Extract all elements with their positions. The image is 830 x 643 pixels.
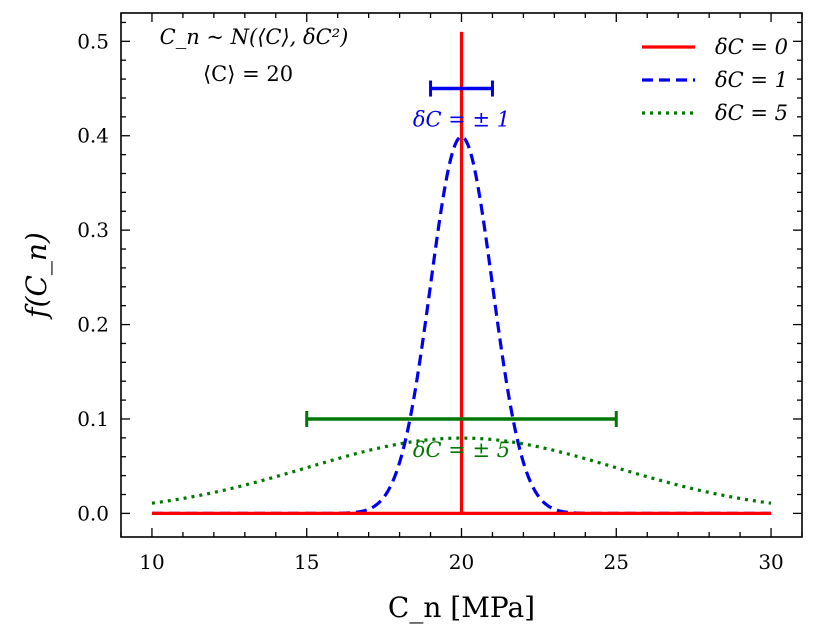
y-tick-label: 0.5	[77, 29, 109, 53]
series-line-dc5	[151, 436, 772, 505]
series-layer	[151, 31, 772, 515]
legend-label-dc0: δC = 0	[715, 35, 788, 59]
errorbar-label-2: δC = ± 5	[413, 438, 510, 462]
y-tick-label: 0.4	[77, 124, 109, 148]
legend: δC = 0 δC = 1 δC = 5	[642, 35, 788, 125]
text-layer: δC = ± 1 δC = ± 5 C_n [MPa] f(C_n) C_n ~ N(⟨…	[20, 25, 535, 624]
x-tick-label: 15	[294, 550, 319, 574]
y-tick-label: 0.0	[77, 501, 109, 525]
y-tick-label: 0.2	[77, 313, 109, 337]
errorbar-label-1: δC = ± 1	[413, 108, 510, 132]
x-tick-label: 25	[604, 550, 629, 574]
y-tick-label: 0.1	[77, 407, 109, 431]
legend-label-dc1: δC = 1	[715, 68, 788, 92]
y-tick-label: 0.3	[77, 218, 109, 242]
distribution-annotation: C_n ~ N(⟨C⟩, δC²)	[160, 25, 349, 49]
x-tick-label: 30	[758, 550, 783, 574]
errorbar-layer	[305, 80, 618, 427]
mean-annotation: ⟨C⟩ = 20	[203, 62, 293, 86]
x-axis-title: C_n [MPa]	[388, 591, 535, 624]
legend-label-dc5: δC = 5	[715, 101, 788, 125]
x-tick-label: 20	[449, 550, 474, 574]
y-axis-title: f(C_n)	[20, 232, 53, 320]
axes-layer: 10 15 20 25 30 0.0 0.1 0.2 0.3 0.4 0.5	[77, 12, 803, 574]
x-tick-label: 10	[139, 550, 164, 574]
